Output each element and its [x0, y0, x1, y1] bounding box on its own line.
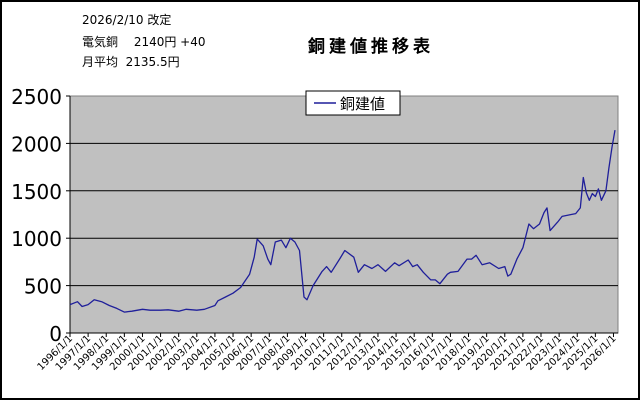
plot-area [69, 95, 619, 334]
legend: 銅建値 [305, 90, 401, 116]
y-tick-label: 2000 [11, 132, 62, 156]
series-line-copper-price [69, 129, 616, 313]
revision-date: 2026/2/10 改定 [82, 13, 172, 27]
legend-label: 銅建値 [340, 95, 385, 113]
y-tick-label: 0 [49, 322, 62, 346]
chart-title: 銅建値推移表 [308, 37, 434, 57]
y-tick-label: 1000 [11, 227, 62, 251]
current-price: 電気銅 2140円 +40 [82, 35, 206, 49]
y-tick-label: 1500 [11, 180, 62, 204]
y-tick-label: 500 [24, 275, 62, 299]
y-tick-label: 2500 [11, 85, 62, 109]
monthly-average: 月平均 2135.5円 [82, 55, 180, 69]
